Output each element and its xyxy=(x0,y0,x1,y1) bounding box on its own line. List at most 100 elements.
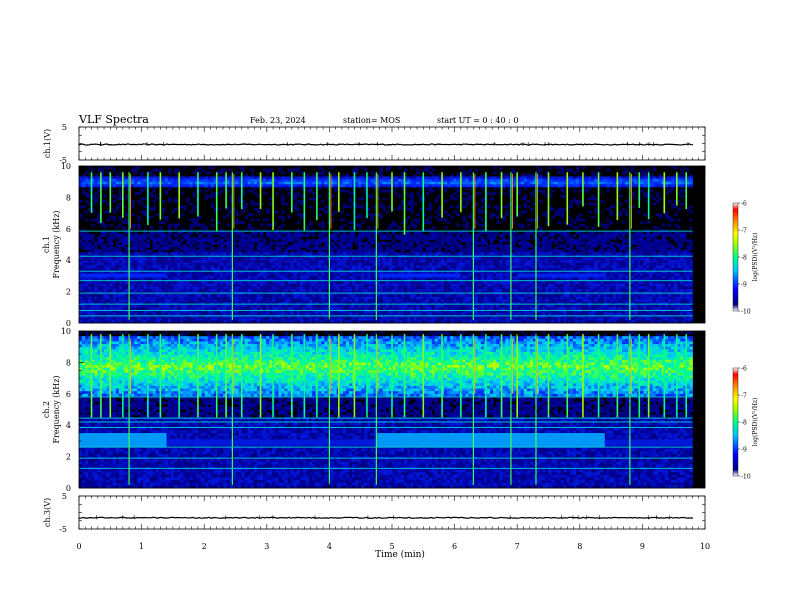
spectrogram-cell xyxy=(575,168,580,172)
spectrogram-cell xyxy=(462,268,466,272)
spectrogram-cell xyxy=(404,184,408,188)
spectrogram-cell xyxy=(269,234,273,238)
spectrogram-cell xyxy=(621,239,626,243)
spectrogram-cell xyxy=(164,247,169,251)
spectrogram-cell xyxy=(290,168,295,172)
spectrogram-cell xyxy=(560,176,565,180)
spectrogram-cell xyxy=(569,239,574,243)
spectrogram-cell xyxy=(548,184,552,188)
spectrogram-cell xyxy=(603,231,607,235)
spectrogram-cell xyxy=(241,257,246,261)
spectrogram-cell xyxy=(661,247,666,251)
spectrogram-cell xyxy=(385,249,390,253)
spectrogram-cell xyxy=(496,205,500,209)
spectrogram-cell xyxy=(407,207,411,211)
spectrogram-cell xyxy=(143,184,147,188)
spectrogram-cell xyxy=(505,210,509,214)
spectrogram-cell xyxy=(97,184,101,188)
spectrogram-cell xyxy=(462,171,466,175)
spectrogram-cell xyxy=(600,247,604,251)
spectrogram-cell xyxy=(106,239,111,243)
spectrogram-cell xyxy=(91,247,95,251)
spectrogram-cell xyxy=(195,273,200,277)
spectrogram-cell xyxy=(128,220,132,224)
spectrogram-cell xyxy=(131,244,135,248)
spectrogram-cell xyxy=(462,265,466,269)
spectrogram-cell xyxy=(198,166,203,170)
spectrogram-cell xyxy=(121,252,126,256)
spectrogram-cell xyxy=(643,270,647,274)
spectrogram-cell xyxy=(247,247,252,251)
spectrogram-cell xyxy=(155,184,160,188)
spectrogram-cell xyxy=(468,247,473,251)
spectrogram-cell xyxy=(358,176,362,180)
spectrogram-cell xyxy=(253,252,258,256)
spectrogram-cell xyxy=(545,249,549,253)
spectrogram-cell xyxy=(474,168,479,172)
spectrogram-cell xyxy=(192,223,196,227)
spectrogram-cell xyxy=(137,270,141,274)
spectrogram-cell xyxy=(523,241,528,245)
spectrogram-cell xyxy=(450,270,454,274)
spectrogram-cell xyxy=(207,236,212,240)
spectrogram-cell xyxy=(348,205,353,209)
spectrogram-cell xyxy=(275,176,279,180)
spectrogram-cell xyxy=(664,231,669,235)
spectrogram-cell xyxy=(232,244,236,248)
spectrogram-cell xyxy=(447,231,451,235)
spectrogram-cell xyxy=(88,166,92,170)
spectrogram-cell xyxy=(539,200,543,204)
spectrogram-cell xyxy=(671,166,675,170)
spectrogram-cell xyxy=(103,260,108,264)
spectrogram-cell xyxy=(447,236,451,240)
spectrogram-cell xyxy=(407,200,411,204)
spectrogram-cell xyxy=(511,179,515,183)
spectrogram-cell xyxy=(474,202,479,206)
spectrogram-cell xyxy=(186,241,190,245)
spectrogram-cell xyxy=(416,218,420,222)
spectrogram-cell xyxy=(198,252,203,256)
spectrogram-cell xyxy=(186,252,190,256)
spectrogram-cell xyxy=(293,184,298,188)
spectrogram-cell xyxy=(330,176,334,180)
spectrogram-cell xyxy=(128,239,132,243)
spectrogram-cell xyxy=(131,236,135,240)
spectrogram-cell xyxy=(532,247,537,251)
spectrogram-cell xyxy=(355,181,359,185)
spectrogram-cell xyxy=(520,197,525,201)
spectrogram-cell xyxy=(671,262,675,266)
spectrogram-cell xyxy=(652,202,657,206)
spectrogram-cell xyxy=(388,166,393,170)
spectrogram-cell xyxy=(462,223,466,227)
spectrogram-cell xyxy=(213,268,218,272)
spectrogram-cell xyxy=(272,181,276,185)
spectrogram-cell xyxy=(640,189,644,193)
spectrogram-cell xyxy=(385,189,390,193)
spectrogram-cell xyxy=(201,239,206,243)
spectrogram-cell xyxy=(238,179,242,183)
spectrogram-cell xyxy=(591,181,595,185)
spectrogram-cell xyxy=(210,176,215,180)
spectrogram-cell xyxy=(401,239,405,243)
spectrogram-cell xyxy=(450,252,454,256)
spectrogram-cell xyxy=(259,262,264,266)
spectrogram-cell xyxy=(195,252,200,256)
spectrogram-cell xyxy=(82,265,86,269)
spectrogram-cell xyxy=(520,234,525,238)
spectrogram-cell xyxy=(548,270,552,274)
spectrogram-cell xyxy=(345,184,350,188)
spectrogram-cell xyxy=(526,241,531,245)
spectrogram-cell xyxy=(508,186,512,190)
spectrogram-cell xyxy=(422,166,427,170)
spectrogram-cell xyxy=(253,270,258,274)
spectrogram-cell xyxy=(425,236,430,240)
spectrogram-cell xyxy=(204,239,209,243)
spectrogram-cell xyxy=(462,179,466,183)
spectrogram-cell xyxy=(508,231,512,235)
spectrogram-cell xyxy=(155,213,160,217)
spectrogram-cell xyxy=(287,252,292,256)
spectrogram-cell xyxy=(309,189,313,193)
spectrogram-cell xyxy=(440,262,445,266)
spectrogram-cell xyxy=(226,207,230,211)
spectrogram-cell xyxy=(652,166,657,170)
